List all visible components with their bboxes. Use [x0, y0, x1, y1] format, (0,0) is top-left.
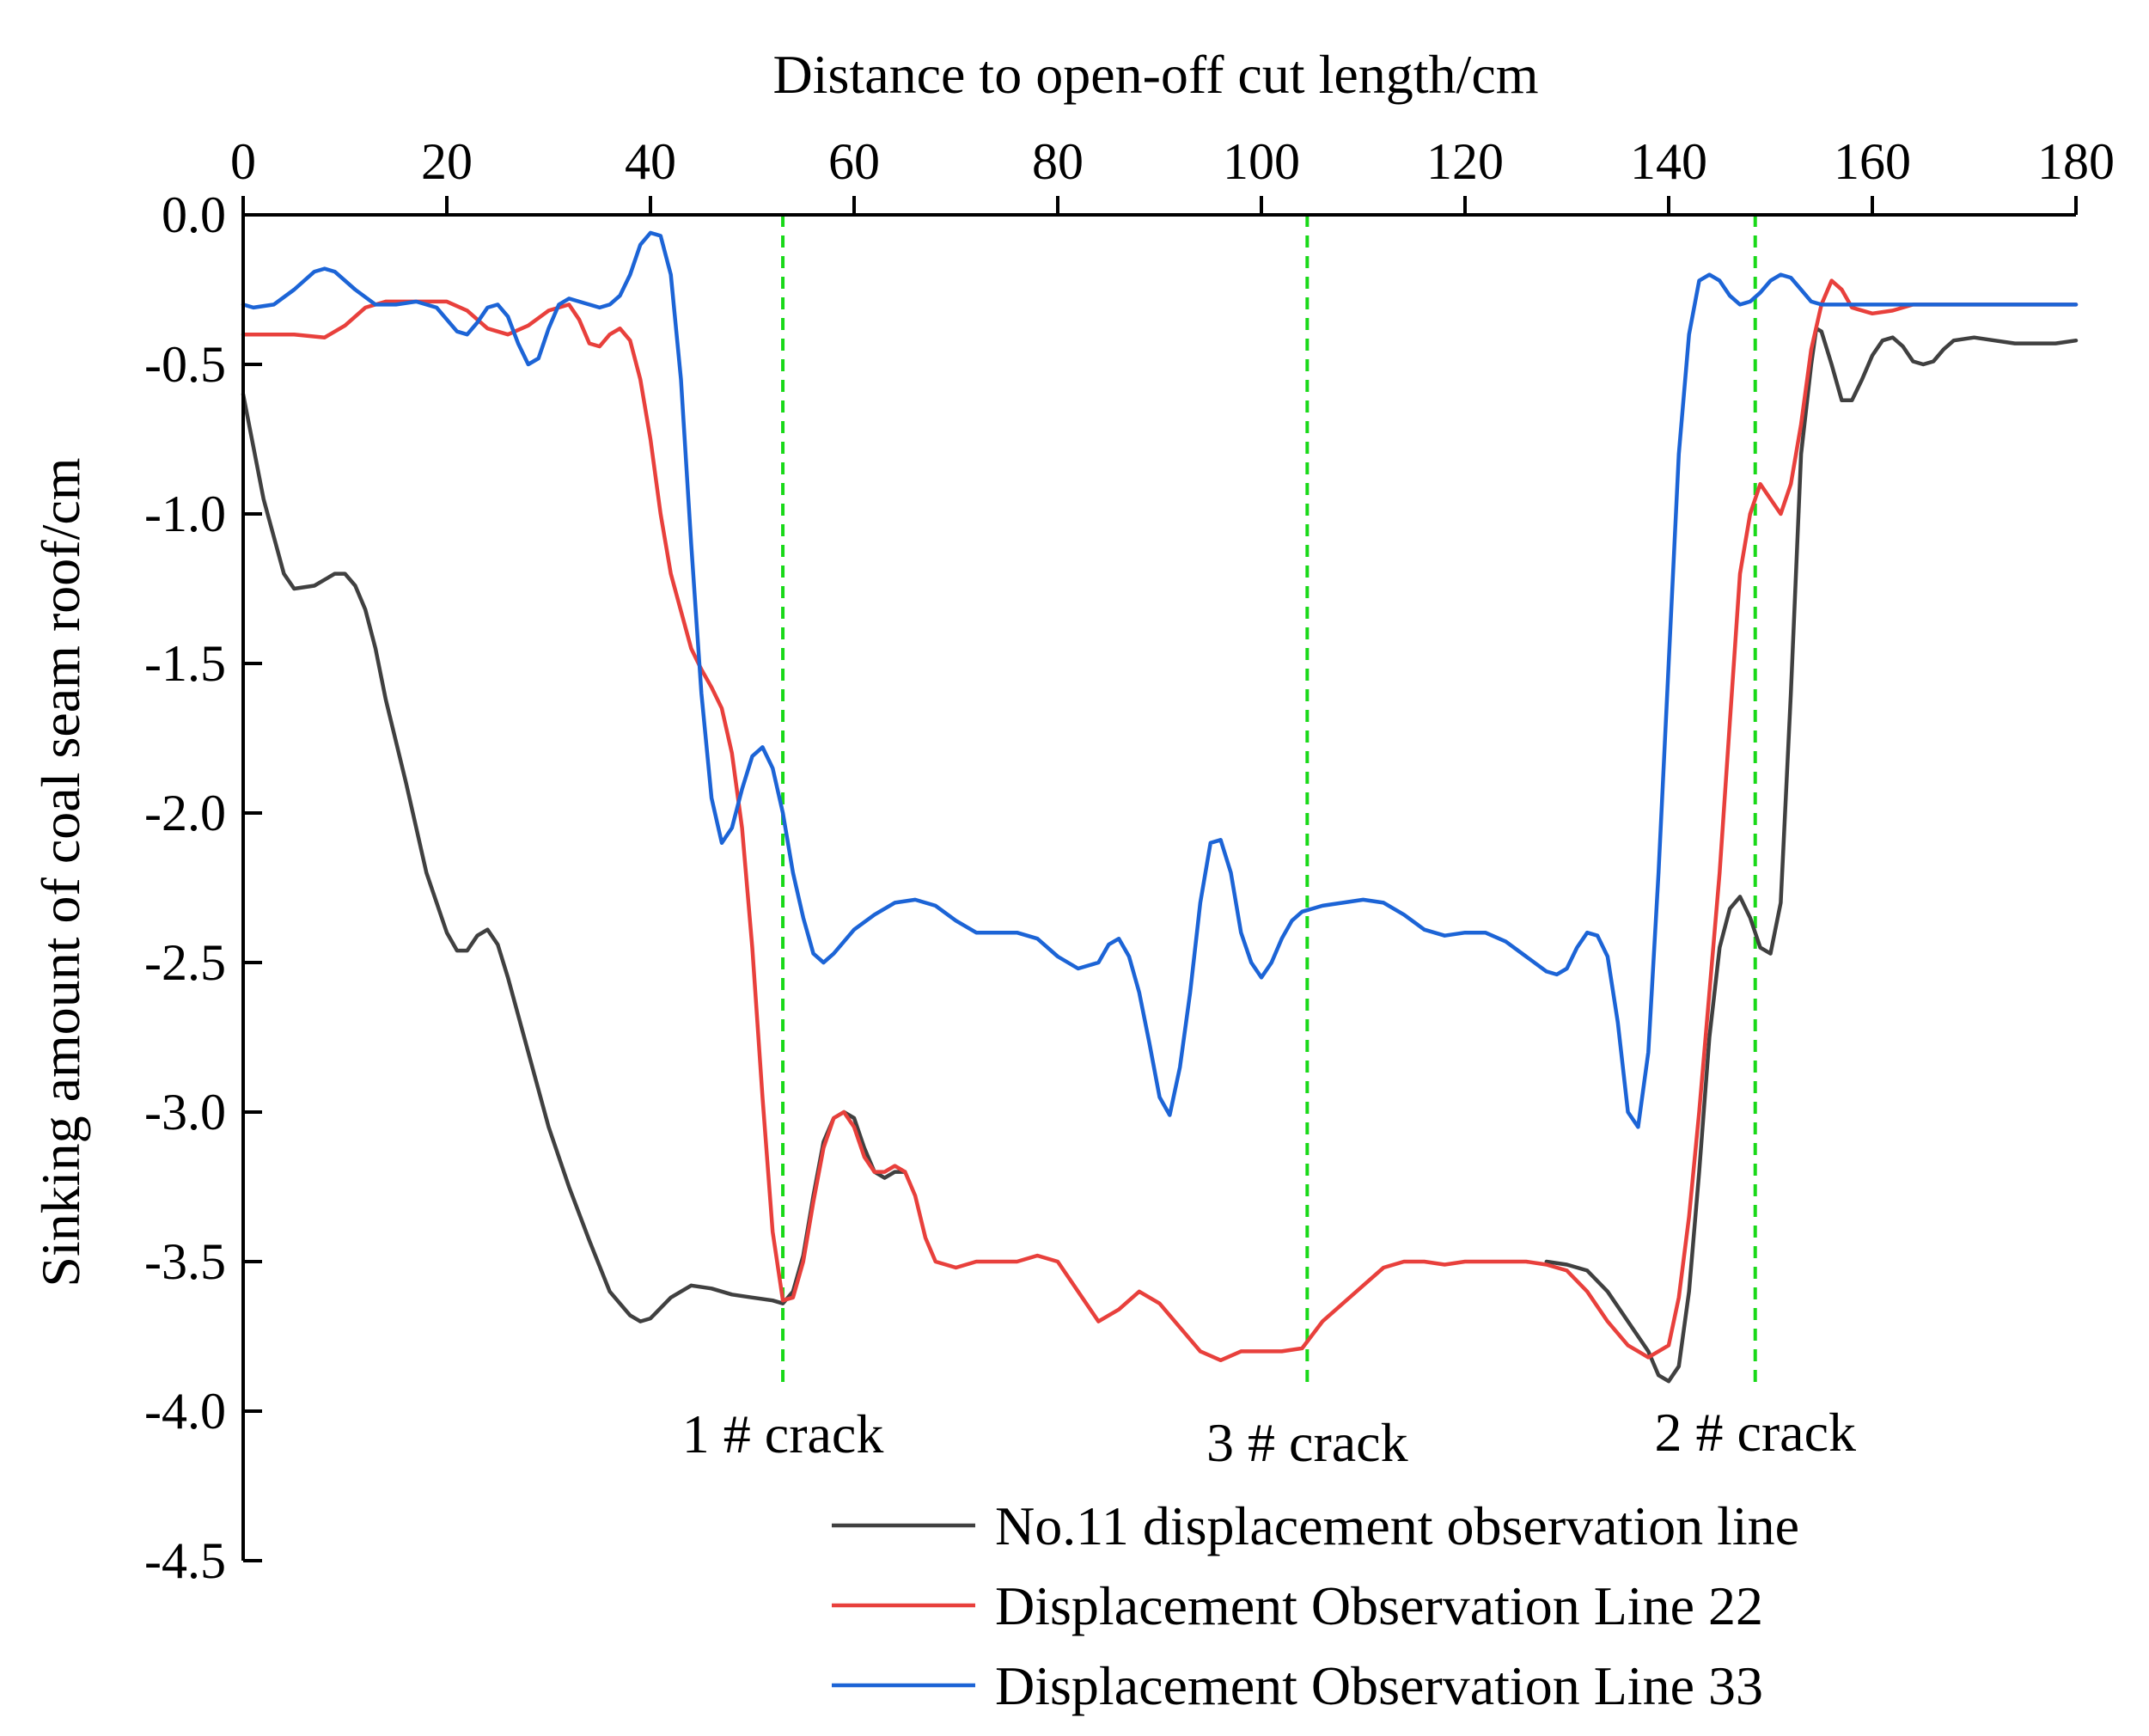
x-tick-label: 100: [1223, 133, 1300, 190]
x-tick-label: 60: [828, 133, 880, 190]
axes: [241, 213, 2076, 1561]
y-tick-label: -2.5: [144, 934, 226, 991]
series-line-4: [241, 230, 2079, 1129]
y-tick-label: -3.0: [144, 1084, 226, 1140]
x-tick-label: 160: [1834, 133, 1911, 190]
y-tick-label: -3.5: [144, 1233, 226, 1290]
x-tick-label: 120: [1426, 133, 1504, 190]
legend-label: Displacement Observation Line 33: [995, 1655, 1763, 1716]
legend-label: No.11 displacement observation line: [995, 1495, 1799, 1556]
crack-lines: [781, 215, 1757, 1384]
legend-label: Displacement Observation Line 22: [995, 1575, 1763, 1636]
y-tick-label: 0.0: [162, 186, 226, 243]
y-tick-label: -1.5: [144, 635, 226, 692]
series-line-1: [241, 392, 907, 1323]
x-ticks: 0 20 40 60 80 100 120 140 160 180: [230, 133, 2115, 215]
y-tick-label: -1.0: [144, 486, 226, 542]
y-tick-label: -2.0: [144, 785, 226, 841]
crack-labels: 1 # crack 3 # crack 2 # crack: [682, 1402, 1856, 1473]
x-tick-label: 140: [1630, 133, 1707, 190]
x-tick-label: 0: [230, 133, 256, 190]
series-lines: [241, 230, 2079, 1384]
x-tick-label: 40: [625, 133, 676, 190]
y-tick-label: -4.5: [144, 1532, 226, 1589]
x-tick-label: 180: [2037, 133, 2115, 190]
y-axis-title: Sinking amount of coal seam roof/cm: [30, 457, 91, 1287]
legend: No.11 displacement observation line Displ…: [832, 1495, 1799, 1716]
series-line-3: [241, 278, 2079, 1363]
x-tick-label: 80: [1032, 133, 1084, 190]
crack-label: 1 # crack: [682, 1403, 884, 1464]
crack-label: 2 # crack: [1654, 1402, 1856, 1463]
x-tick-label: 20: [421, 133, 473, 190]
crack-label: 3 # crack: [1206, 1412, 1408, 1473]
series-line-2: [1544, 326, 2079, 1384]
y-tick-label: -4.0: [144, 1383, 226, 1440]
x-axis-title: Distance to open-off cut length/cm: [773, 44, 1539, 105]
y-ticks: 0.0 -0.5 -1.0 -1.5 -2.0 -2.5 -3.0 -3.5 -4.0 -4.5: [144, 186, 262, 1589]
y-tick-label: -0.5: [144, 336, 226, 393]
